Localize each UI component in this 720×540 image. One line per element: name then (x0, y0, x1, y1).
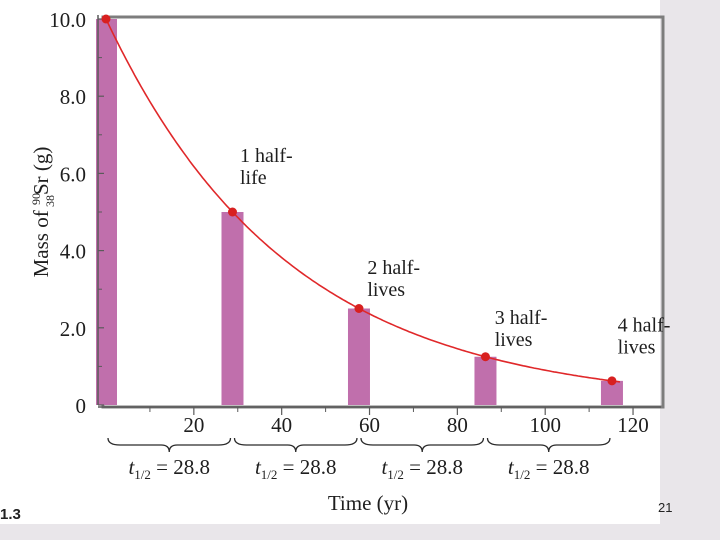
bar-3 (347, 308, 370, 405)
data-point-5 (607, 376, 617, 386)
data-point-1 (101, 14, 111, 24)
annotation-4-line-1: 4 half- (618, 315, 671, 337)
interval-brace-4 (486, 437, 611, 453)
x-tick-label: 40 (271, 413, 292, 437)
interval-brace-3 (360, 437, 485, 453)
half-life-label-2: t1/2 = 28.8 (255, 455, 337, 482)
svg-text:Mass of 9038Sr (g): Mass of 9038Sr (g) (29, 147, 57, 278)
interval-brace-2 (233, 437, 358, 453)
figure-label: 1.3 (0, 506, 21, 523)
half-life-label-1: t1/2 = 28.8 (128, 455, 210, 482)
annotation-2-line-1: 2 half- (367, 257, 420, 279)
y-axis-label-symbol: Sr (g) (29, 147, 53, 195)
bar-1 (96, 19, 117, 405)
y-tick-label: 8.0 (60, 85, 86, 109)
half-life-label-3: t1/2 = 28.8 (381, 455, 463, 482)
y-tick-label: 4.0 (60, 240, 86, 264)
y-tick-label: 10.0 (49, 8, 86, 32)
annotation-1-line-1: 1 half- (240, 145, 293, 167)
x-axis-label: Time (yr) (328, 491, 408, 515)
annotation-3-line-1: 3 half- (495, 307, 548, 329)
x-tick-label: 120 (617, 413, 649, 437)
annotation-4-line-2: lives (618, 337, 656, 359)
bar-5 (600, 380, 623, 405)
bar-4 (474, 356, 497, 405)
x-tick-label: 60 (359, 413, 380, 437)
page-number: 21 (658, 500, 673, 515)
y-axis-label: Mass of 9038Sr (g) (29, 147, 57, 278)
x-tick-label: 20 (183, 413, 204, 437)
data-point-4 (480, 352, 490, 362)
half-life-label-4: t1/2 = 28.8 (508, 455, 590, 482)
bar-2 (221, 212, 244, 405)
x-tick-label: 80 (447, 413, 468, 437)
interval-brace-1 (107, 437, 232, 453)
x-tick-label: 100 (529, 413, 561, 437)
y-axis-label-prefix: Mass of (29, 205, 53, 277)
y-tick-label: 2.0 (60, 317, 86, 341)
y-tick-label: 0 (76, 394, 87, 418)
isotope-mass-number: 90 (29, 193, 43, 205)
y-tick-label: 6.0 (60, 162, 86, 186)
isotope-atomic-number: 38 (43, 195, 57, 207)
data-point-3 (354, 304, 364, 313)
annotation-2-line-2: lives (367, 279, 405, 301)
annotation-1-line-2: life (240, 167, 267, 189)
annotation-3-line-2: lives (495, 329, 533, 351)
data-point-2 (227, 207, 237, 217)
